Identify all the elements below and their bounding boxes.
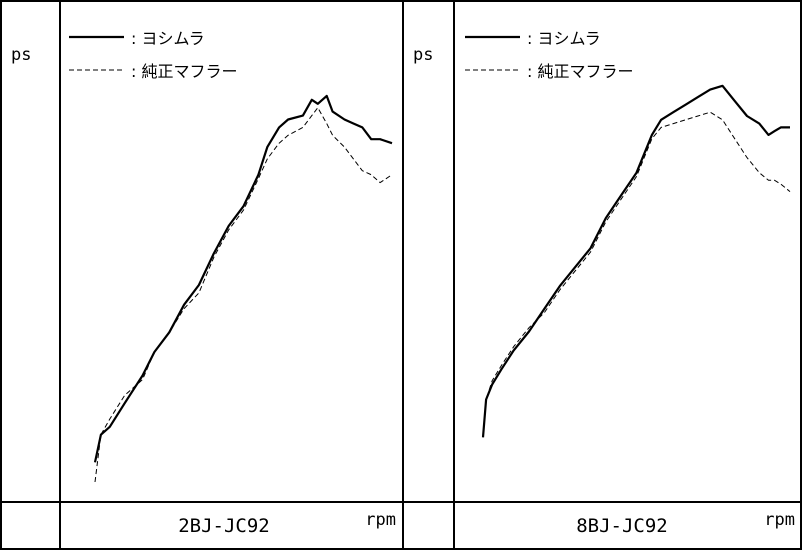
legend-label-dashed: : 純正マフラー [131, 62, 238, 81]
chart-panel-2bj-jc92: ps rpm 2BJ-JC92 : ヨシムラ : 純正マフラー [0, 2, 403, 548]
plot-area [93, 94, 393, 483]
stock-muffler-curve [94, 107, 393, 483]
y-axis-label: ps [413, 45, 433, 65]
x-axis-label: rpm [365, 510, 396, 530]
chart-panel-8bj-jc92: ps rpm 8BJ-JC92 : ヨシムラ : 純正マフラー [403, 2, 801, 548]
legend-label-dashed: : 純正マフラー [527, 62, 634, 81]
legend: : ヨシムラ : 純正マフラー [465, 29, 634, 81]
model-label: 8BJ-JC92 [576, 515, 668, 537]
stock-muffler-curve [482, 111, 791, 438]
legend-label-solid: : ヨシムラ [527, 29, 601, 48]
legend: : ヨシムラ : 純正マフラー [69, 29, 238, 81]
x-axis-label: rpm [764, 510, 795, 530]
yoshimura-curve [93, 94, 393, 463]
legend-label-solid: : ヨシムラ [131, 29, 205, 48]
plot-area [481, 84, 791, 438]
model-label: 2BJ-JC92 [178, 515, 270, 537]
y-axis-label: ps [11, 45, 31, 65]
yoshimura-curve [481, 84, 790, 438]
